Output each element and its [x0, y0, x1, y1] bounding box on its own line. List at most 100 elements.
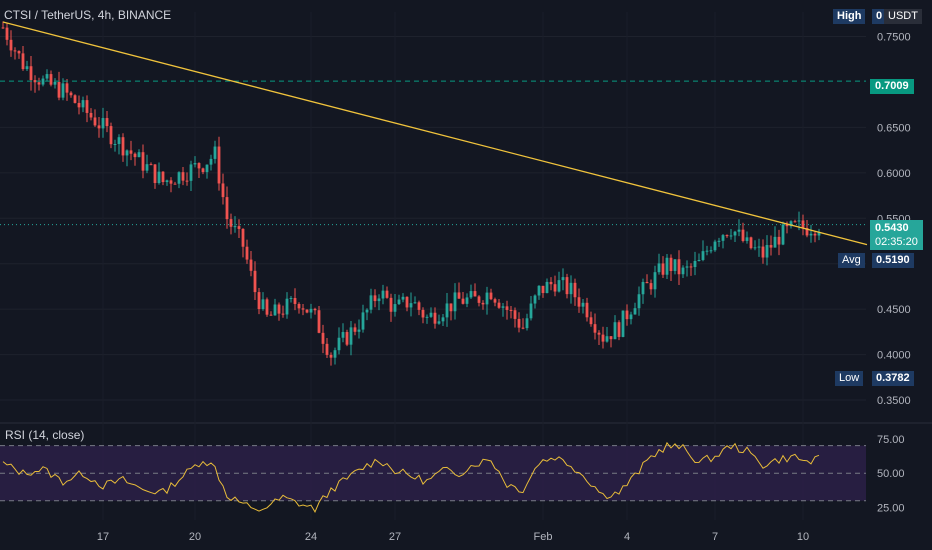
- candle-body: [25, 66, 29, 70]
- candle-body: [725, 235, 729, 237]
- axis-labels: 0.75000.65000.60000.55000.50000.45000.40…: [97, 32, 911, 543]
- candle-body: [537, 285, 541, 296]
- candle-body: [353, 327, 357, 332]
- candle-body: [809, 233, 813, 236]
- rsi-tick-label: 25.00: [877, 503, 905, 515]
- last-price-tag: 0.5430 02:35:20: [870, 220, 923, 250]
- candle-body: [789, 221, 793, 227]
- candle-body: [713, 241, 717, 251]
- candle-body: [189, 164, 193, 181]
- candle-body: [269, 314, 273, 316]
- candle-body: [609, 336, 613, 340]
- candle-body: [461, 298, 465, 304]
- chart-grid: [0, 12, 932, 520]
- candle-body: [293, 297, 297, 304]
- candle-body: [141, 152, 145, 171]
- candle-body: [621, 310, 625, 337]
- candle-body: [449, 303, 453, 312]
- candle-body: [657, 263, 661, 273]
- candle-body: [309, 308, 313, 313]
- candle-body: [661, 263, 665, 275]
- candle-body: [109, 126, 113, 145]
- candle-body: [473, 291, 477, 297]
- candle-body: [541, 285, 545, 294]
- candle-body: [769, 245, 773, 248]
- currency-select[interactable]: USDT: [884, 9, 922, 24]
- candle-body: [453, 292, 457, 312]
- candle-body: [633, 308, 637, 315]
- candle-body: [465, 297, 469, 304]
- candle-body: [581, 302, 585, 307]
- candle-body: [337, 337, 341, 351]
- candle-body: [665, 257, 669, 275]
- candle-body: [105, 118, 109, 127]
- candle-body: [377, 298, 381, 302]
- candle-body: [117, 137, 121, 145]
- candle-body: [401, 296, 405, 300]
- candle-body: [345, 332, 349, 345]
- candle-body: [509, 309, 513, 311]
- candle-body: [793, 221, 797, 223]
- time-tick-label: Feb: [534, 531, 553, 543]
- candle-body: [397, 299, 401, 305]
- candle-body: [493, 299, 497, 303]
- candle-body: [721, 235, 725, 241]
- candle-body: [101, 118, 105, 129]
- candle-body: [817, 232, 821, 236]
- candle-body: [617, 322, 621, 337]
- candle-body: [45, 74, 49, 79]
- candle-body: [669, 257, 673, 271]
- candle-body: [705, 250, 709, 252]
- candle-body: [21, 53, 25, 70]
- trendline: [2, 21, 868, 246]
- candle-body: [645, 281, 649, 284]
- candle-body: [533, 295, 537, 304]
- candle-body: [233, 226, 237, 228]
- candle-body: [649, 283, 653, 290]
- candle-body: [49, 74, 53, 85]
- time-tick-label: 7: [712, 531, 718, 543]
- candle-body: [749, 237, 753, 249]
- candle-body: [813, 233, 817, 236]
- candle-body: [245, 246, 249, 260]
- candle-body: [253, 270, 257, 293]
- time-tick-label: 4: [624, 531, 630, 543]
- candle-body: [701, 251, 705, 260]
- candle-body: [545, 281, 549, 294]
- target-price-tag: 0.7009: [870, 79, 914, 94]
- candle-body: [613, 322, 617, 340]
- candle-body: [801, 220, 805, 228]
- avg-label: Avg: [838, 253, 865, 268]
- candle-body: [409, 303, 413, 308]
- candle-body: [521, 327, 525, 329]
- candle-body: [197, 163, 201, 169]
- low-label: Low: [835, 371, 864, 386]
- candle-body: [93, 117, 97, 126]
- candle-body: [201, 168, 205, 173]
- candle-body: [505, 306, 509, 310]
- candle-body: [437, 321, 441, 324]
- candle-body: [797, 220, 801, 222]
- candle-body: [181, 172, 185, 181]
- candle-body: [417, 302, 421, 310]
- candle-body: [605, 336, 609, 342]
- price-overlays: [0, 21, 868, 246]
- candle-body: [357, 329, 361, 332]
- price-tick-label: 0.6000: [877, 168, 911, 180]
- candle-body: [685, 266, 689, 268]
- candle-body: [265, 299, 269, 315]
- price-tick-label: 0.6500: [877, 122, 911, 134]
- candle-body: [393, 304, 397, 312]
- candle-body: [489, 292, 493, 300]
- candle-body: [65, 83, 69, 93]
- candle-body: [249, 259, 253, 271]
- rsi-title: RSI (14, close): [5, 428, 85, 442]
- candle-body: [229, 219, 233, 227]
- candle-body: [745, 237, 749, 241]
- candle-body: [121, 137, 125, 156]
- candle-body: [469, 291, 473, 298]
- candle-body: [133, 153, 137, 158]
- candle-body: [757, 246, 761, 248]
- candle-body: [297, 303, 301, 309]
